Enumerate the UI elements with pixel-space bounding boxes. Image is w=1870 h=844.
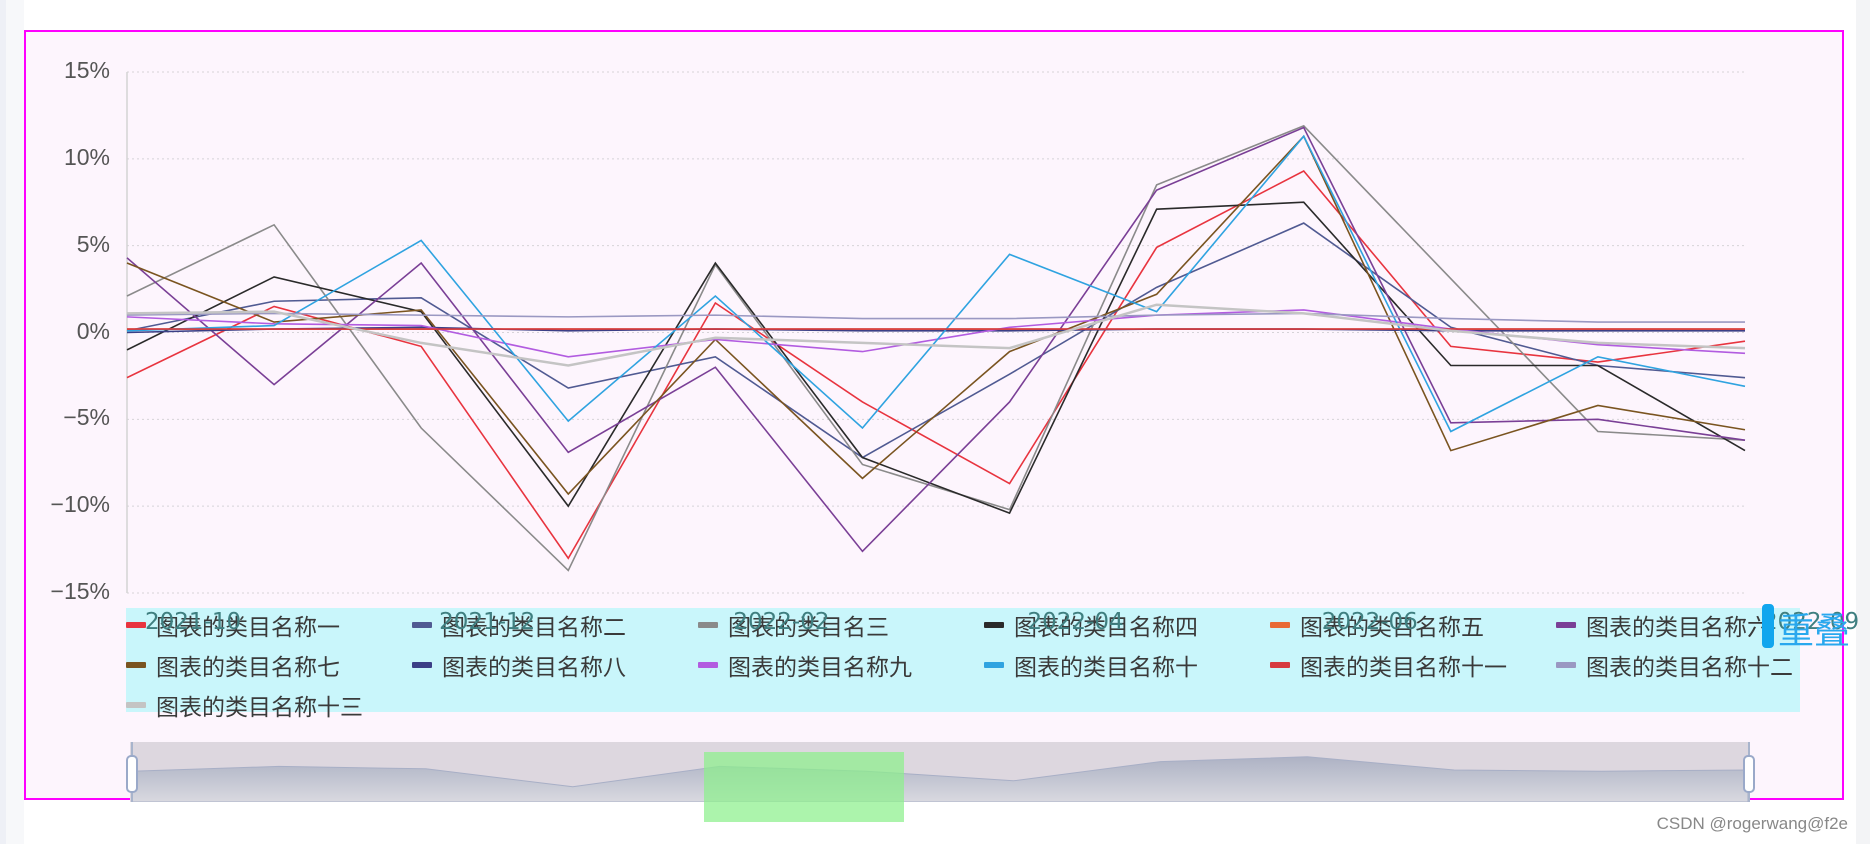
series-line-6[interactable] xyxy=(126,126,1746,553)
legend-label: 图表的类目名称七 xyxy=(156,655,340,681)
legend-swatch-icon xyxy=(126,622,146,628)
legend-item[interactable]: 图表的类目名称五 xyxy=(1270,610,1484,641)
page-edge xyxy=(0,0,6,844)
legend-item[interactable]: 图表的类目名称十二 xyxy=(1556,650,1793,681)
datazoom-slider-track[interactable] xyxy=(130,742,1750,803)
datazoom-preview-area xyxy=(131,756,1749,803)
legend-swatch-icon xyxy=(698,662,718,668)
datazoom-right-handle[interactable] xyxy=(1743,755,1755,793)
legend-label: 图表的类目名称八 xyxy=(442,655,626,681)
legend-item[interactable]: 图表的类目名称十 xyxy=(984,650,1198,681)
series-line-9[interactable] xyxy=(126,309,1746,358)
legend-item[interactable]: 图表的类目名称二 xyxy=(412,610,626,641)
x-tick-label: 2021-12 xyxy=(439,609,536,635)
legend-label: 图表的类目名称九 xyxy=(728,655,912,681)
datazoom-left-handle[interactable] xyxy=(126,755,138,793)
legend-swatch-icon xyxy=(984,622,1004,628)
series-line-10[interactable] xyxy=(126,134,1746,433)
legend-item[interactable]: 图表的类目名称十三 xyxy=(126,690,363,721)
legend-swatch-icon xyxy=(984,662,1004,668)
page-margin xyxy=(6,0,24,844)
series-line-4[interactable] xyxy=(126,201,1746,515)
legend-item[interactable]: 图表的类目名称十一 xyxy=(1270,650,1507,681)
legend-item[interactable]: 图表的类目名称九 xyxy=(698,650,912,681)
x-tick-label: 2022-04 xyxy=(1027,609,1124,635)
legend-item[interactable]: 图表的类目名称四 xyxy=(984,610,1198,641)
overlay-toggle-label[interactable]: 重叠 xyxy=(1778,611,1851,652)
series-line-8[interactable] xyxy=(126,326,1745,334)
y-tick-label: 15% xyxy=(63,57,110,83)
legend-label: 图表的类目名称十一 xyxy=(1300,655,1507,681)
series-line-1[interactable] xyxy=(126,169,1746,560)
legend-swatch-icon xyxy=(698,622,718,628)
legend-item[interactable]: 图表的类目名三 xyxy=(698,610,889,641)
legend-label: 图表的类目名称十三 xyxy=(156,695,363,721)
legend-label: 图表的类目名称六 xyxy=(1586,615,1770,641)
legend-item[interactable]: 图表的类目名称八 xyxy=(412,650,626,681)
legend-item[interactable]: 图表的类目名称一 xyxy=(126,610,340,641)
y-tick-label: 0% xyxy=(76,317,110,344)
highlight-overlay xyxy=(704,752,904,822)
legend-swatch-icon xyxy=(126,702,146,708)
legend-label: 图表的类目名三 xyxy=(728,615,889,641)
x-tick-label: 2022-06 xyxy=(1321,609,1418,635)
legend-item[interactable]: 图表的类目名称七 xyxy=(126,650,340,681)
series-line-7[interactable] xyxy=(126,134,1746,496)
x-tick-label: 2022-02 xyxy=(733,609,830,635)
legend-item[interactable]: 图表的类目名称六 xyxy=(1556,610,1770,641)
legend-swatch-icon xyxy=(1556,662,1576,668)
legend-label: 图表的类目名称五 xyxy=(1300,615,1484,641)
legend-label: 图表的类目名称四 xyxy=(1014,615,1198,641)
legend-swatch-icon xyxy=(1556,622,1576,628)
series-line-3[interactable] xyxy=(126,124,1746,572)
watermark: CSDN @rogerwang@f2e xyxy=(1656,814,1848,833)
x-tick-label: 2022-09 xyxy=(1763,609,1860,635)
x-tick-label: 2021-10 xyxy=(145,609,242,635)
legend-swatch-icon xyxy=(412,622,432,628)
chart-legend: 图表的类目名称一 图表的类目名称二 图表的类目名三 图表的类目名称四 图表的类目名称五图… xyxy=(126,608,1800,721)
y-tick-label: −10% xyxy=(50,491,110,518)
y-tick-label: 5% xyxy=(76,230,110,257)
legend-swatch-icon xyxy=(412,662,432,668)
scrollbar-track[interactable] xyxy=(1856,0,1870,844)
y-tick-label: −15% xyxy=(50,578,110,604)
legend-swatch-icon xyxy=(126,662,146,668)
y-tick-label: −5% xyxy=(63,404,110,431)
legend-label: 图表的类目名称二 xyxy=(442,615,626,641)
series-line-13[interactable] xyxy=(126,303,1746,367)
legend-label: 图表的类目名称一 xyxy=(156,615,340,641)
legend-swatch-icon xyxy=(1270,662,1290,668)
legend-swatch-icon xyxy=(1270,622,1290,628)
y-tick-label: 10% xyxy=(63,143,110,170)
legend-label: 图表的类目名称十二 xyxy=(1586,655,1793,681)
series-line-12[interactable] xyxy=(126,312,1745,323)
legend-label: 图表的类目名称十 xyxy=(1014,655,1198,681)
overlay-toggle-handle[interactable] xyxy=(1762,604,1774,648)
